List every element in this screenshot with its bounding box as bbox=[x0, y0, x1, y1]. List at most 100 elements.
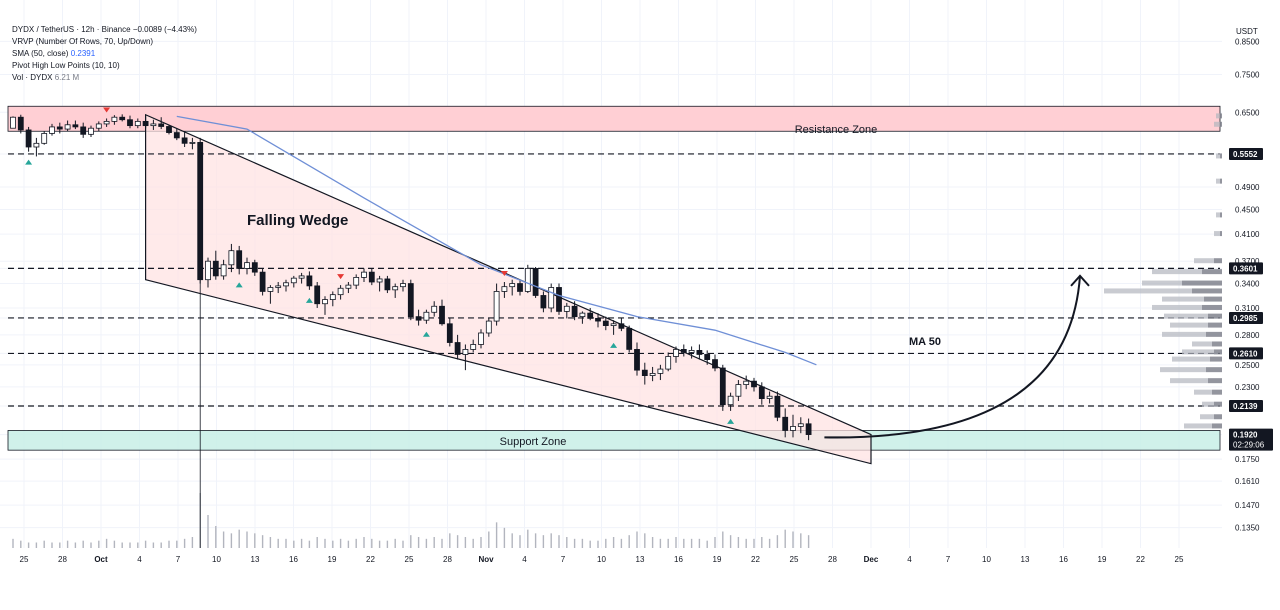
candle-down bbox=[158, 123, 165, 127]
candle-up bbox=[688, 350, 695, 353]
time-tick: 7 bbox=[561, 555, 566, 564]
volume-profile-bar bbox=[1172, 356, 1210, 362]
volume-profile-bar bbox=[1170, 322, 1208, 328]
price-axis[interactable]: 0.8500 0.7500 0.6500 0.5552 0.4900 0.4500 0.41… bbox=[1229, 37, 1273, 533]
volume-bar bbox=[768, 538, 771, 548]
volume-bar bbox=[394, 538, 396, 548]
candle-down bbox=[556, 287, 562, 312]
candle-down bbox=[634, 349, 640, 371]
time-tick: 28 bbox=[58, 555, 67, 564]
price-level-tag bbox=[1229, 347, 1263, 360]
price-change: −0.0089 (−4.43%) bbox=[132, 25, 197, 34]
volume-bar bbox=[230, 533, 233, 548]
time-tick: 13 bbox=[251, 555, 260, 564]
candle-down bbox=[712, 359, 718, 369]
price-level-tag bbox=[1229, 400, 1263, 413]
volume-bar bbox=[417, 537, 420, 548]
symbol-row[interactable]: DYDX / TetherUS · 12h · Binance −0.0089 … bbox=[12, 24, 197, 36]
time-tick: 4 bbox=[522, 555, 527, 564]
volume-bar bbox=[495, 522, 498, 548]
price-tick: 0.7500 bbox=[1235, 70, 1260, 79]
sma-label: SMA (50, close) bbox=[12, 49, 69, 58]
volume-profile-bar bbox=[1164, 313, 1208, 319]
volume-bar bbox=[121, 542, 123, 548]
volume-bar bbox=[129, 542, 131, 548]
volume-profile-bar-down bbox=[1220, 113, 1222, 119]
support-zone bbox=[7, 430, 1221, 451]
volume-bar bbox=[410, 535, 412, 548]
volume-bar bbox=[745, 538, 747, 548]
volume-profile-bar bbox=[1216, 178, 1220, 184]
price-tick: 0.3400 bbox=[1235, 280, 1260, 289]
volume-bar bbox=[402, 540, 404, 548]
volume-bar bbox=[605, 538, 607, 548]
candle-down bbox=[173, 132, 180, 139]
candle-down bbox=[368, 271, 375, 283]
volume-profile-bar-down bbox=[1214, 258, 1222, 264]
volume-bar bbox=[152, 542, 155, 548]
volume-label: Vol · DYDX bbox=[12, 73, 53, 82]
candle-up bbox=[797, 423, 804, 427]
candle-up bbox=[392, 286, 399, 291]
candle-up bbox=[610, 323, 617, 326]
candle-up bbox=[423, 311, 430, 321]
price-level-tag bbox=[1229, 147, 1263, 160]
volume-bar bbox=[90, 542, 92, 548]
volume-bar bbox=[105, 538, 108, 548]
time-tick: 7 bbox=[176, 555, 181, 564]
volume-bar bbox=[82, 540, 84, 548]
volume-profile-bar-down bbox=[1214, 414, 1222, 420]
volume-profile-bar-down bbox=[1192, 288, 1222, 294]
volume-profile-bar bbox=[1200, 414, 1214, 420]
volume-bar bbox=[98, 540, 100, 548]
candle-up bbox=[228, 250, 235, 266]
candle-up bbox=[501, 286, 508, 292]
price-tick: 0.3700 bbox=[1235, 257, 1260, 266]
time-tick: 13 bbox=[636, 555, 645, 564]
volume-profile-bar bbox=[1162, 331, 1206, 337]
volume-bar bbox=[542, 535, 545, 548]
time-tick: 13 bbox=[1021, 555, 1030, 564]
volume-bar bbox=[339, 538, 342, 548]
volume-profile-bar-down bbox=[1206, 331, 1222, 337]
volume-bar bbox=[277, 538, 279, 548]
price-tick: 0.4900 bbox=[1235, 183, 1260, 192]
volume-bar bbox=[534, 533, 537, 548]
volume-bar bbox=[74, 542, 77, 548]
candle-up bbox=[563, 305, 570, 312]
candle-up bbox=[727, 395, 734, 406]
volume-bar bbox=[20, 540, 22, 548]
last-price-tag bbox=[1229, 428, 1273, 451]
volume-row[interactable]: Vol · DYDX 6.21 M bbox=[12, 72, 197, 84]
projection-arrow bbox=[824, 274, 1090, 439]
candle-up bbox=[485, 320, 492, 334]
time-tick: Dec bbox=[864, 555, 879, 564]
sma-row[interactable]: SMA (50, close) 0.2391 bbox=[12, 48, 197, 60]
time-axis[interactable]: 25 28 Oct 4 7 10 13 16 19 22 25 28 Nov 4 7 10 13 16 19 22 25… bbox=[20, 555, 1184, 564]
candle-up bbox=[267, 287, 274, 292]
candle-up bbox=[244, 262, 250, 269]
volume-profile bbox=[1104, 113, 1222, 429]
volume-bar bbox=[285, 538, 287, 548]
currency-label[interactable]: USDT bbox=[1236, 27, 1258, 36]
pivot-row[interactable]: Pivot High Low Points (10, 10) bbox=[12, 61, 120, 70]
candle-down bbox=[719, 367, 726, 406]
time-tick: 19 bbox=[713, 555, 722, 564]
vrvp-row[interactable]: VRVP (Number Of Rows, 70, Up/Down) bbox=[12, 37, 154, 46]
pivot-low-marker bbox=[727, 418, 735, 424]
candle-down bbox=[166, 126, 172, 133]
volume-bar bbox=[776, 535, 779, 548]
candle-down bbox=[80, 126, 87, 135]
volume-bar bbox=[332, 540, 334, 548]
volume-bar bbox=[371, 538, 373, 548]
candle-down bbox=[142, 120, 149, 127]
volume-profile-bar-down bbox=[1202, 269, 1222, 275]
volume-bar bbox=[269, 537, 272, 548]
candle-down bbox=[72, 124, 79, 128]
volume-bar bbox=[761, 537, 763, 548]
volume-bar bbox=[558, 535, 560, 548]
volume-bar bbox=[215, 526, 217, 548]
volume-bar bbox=[667, 538, 669, 548]
time-tick: 28 bbox=[443, 555, 452, 564]
